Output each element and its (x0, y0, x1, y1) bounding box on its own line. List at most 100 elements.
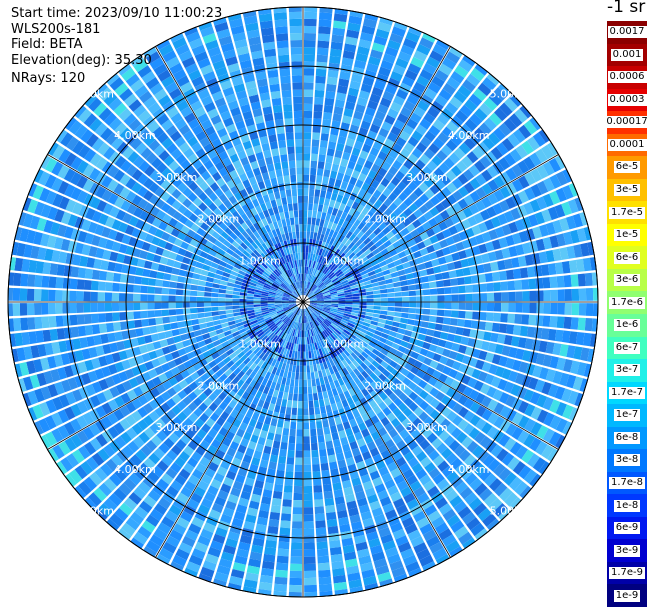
ppi-gate-cell (309, 299, 317, 301)
ppi-gate-cell (396, 373, 406, 382)
ppi-gate-cell (88, 97, 102, 112)
ppi-gate-cell (308, 336, 312, 344)
ppi-gate-cell (47, 356, 57, 369)
ppi-gate-cell (347, 322, 355, 328)
ppi-gate-cell (218, 443, 229, 454)
ppi-gate-cell (408, 192, 419, 203)
ppi-gate-cell (36, 217, 47, 232)
ppi-gate-cell (570, 360, 580, 375)
ppi-gate-cell (212, 422, 222, 433)
ppi-gate-cell (475, 234, 485, 245)
ppi-gate-cell (291, 535, 303, 543)
ppi-gate-cell (239, 302, 247, 306)
ppi-gate-cell (82, 179, 95, 192)
ppi-gate-cell (312, 285, 318, 292)
ppi-gate-cell (356, 279, 364, 285)
ppi-gate-cell (245, 185, 254, 195)
ppi-gate-cell (398, 382, 408, 392)
ppi-gate-cell (109, 251, 119, 262)
ppi-gate-cell (282, 282, 288, 288)
ppi-gate-cell (306, 238, 310, 246)
ppi-gate-cell (311, 457, 320, 465)
ppi-gate-cell (316, 295, 324, 299)
ppi-gate-cell (393, 197, 403, 207)
ppi-gate-cell (483, 493, 498, 507)
ppi-gate-cell (152, 254, 162, 263)
ppi-gate-cell (314, 506, 325, 515)
ppi-gate-cell (267, 207, 275, 216)
ppi-gate-cell (112, 282, 120, 292)
ppi-gate-cell (237, 127, 248, 137)
ppi-gate-cell (298, 252, 301, 260)
ppi-gate-cell (426, 244, 435, 254)
ppi-gate-cell (422, 62, 437, 75)
ppi-gate-cell (488, 92, 503, 106)
ppi-gate-cell (427, 81, 441, 94)
ppi-gate-cell (487, 412, 499, 425)
ppi-gate-cell (306, 281, 309, 289)
ppi-gate-cell (154, 287, 163, 294)
ppi-gate-cell (60, 132, 74, 147)
ppi-gate-cell (209, 412, 220, 422)
ppi-gate-cell (341, 196, 349, 205)
ppi-gate-cell (281, 264, 287, 272)
ppi-gate-cell (165, 467, 178, 479)
ppi-gate-cell (218, 306, 226, 311)
ppi-gate-cell (338, 295, 346, 299)
ppi-gate-cell (345, 36, 358, 46)
ppi-gate-cell (152, 341, 162, 350)
ppi-gate-cell (410, 229, 420, 238)
ppi-gate-cell (278, 412, 285, 421)
ppi-gate-cell (218, 297, 226, 302)
ppi-gate-cell (70, 266, 80, 278)
ppi-gate-cell (435, 202, 446, 213)
ppi-gate-cell (293, 275, 297, 283)
ppi-gate-cell (290, 357, 294, 365)
ppi-gate-cell (473, 127, 487, 141)
ppi-gate-cell (293, 210, 299, 218)
ppi-gate-cell (180, 354, 190, 363)
ppi-gate-cell (355, 179, 364, 189)
ppi-gate-cell (254, 308, 262, 313)
ppi-gate-cell (161, 75, 175, 88)
ppi-gate-cell (471, 245, 481, 256)
ppi-gate-cell (275, 397, 282, 406)
ppi-gate-cell (345, 306, 353, 310)
ppi-gate-cell (388, 165, 399, 176)
ppi-gate-cell (429, 309, 438, 316)
ppi-gate-cell (547, 383, 559, 398)
ppi-gate-cell (47, 383, 59, 398)
range-ring-label: 2.00km (364, 379, 406, 392)
ppi-gate-cell (403, 197, 414, 207)
ppi-gate-cell (535, 441, 548, 456)
ppi-gate-cell (105, 376, 116, 388)
ppi-gate-cell (275, 562, 289, 571)
ppi-gate-cell (198, 317, 206, 324)
ppi-gate-cell (262, 401, 270, 410)
ppi-gate-cell (314, 319, 320, 326)
ppi-gate-cell (434, 497, 448, 510)
ppi-gate-cell (213, 217, 223, 226)
ppi-gate-cell (282, 97, 292, 105)
colorbar-tick-label: 1e-5 (613, 229, 641, 242)
ppi-gate-cell (401, 418, 412, 429)
ppi-gate-cell (330, 306, 338, 310)
ppi-gate-cell (521, 140, 534, 155)
ppi-gate-cell (567, 199, 579, 214)
ppi-gate-cell (225, 123, 237, 134)
ppi-gate-cell (80, 129, 94, 143)
ppi-gate-cell (305, 308, 310, 315)
ppi-gate-cell (108, 151, 121, 164)
ppi-gate-cell (187, 401, 198, 412)
ppi-gate-cell (270, 313, 278, 318)
ppi-gate-cell (248, 403, 257, 412)
ppi-gate-cell (126, 164, 138, 177)
ppi-gate-cell (316, 341, 321, 350)
ppi-gate-cell (264, 232, 271, 241)
ppi-gate-cell (124, 224, 135, 236)
ppi-gate-cell (289, 297, 297, 300)
ppi-gate-cell (292, 365, 297, 373)
ppi-gate-cell (271, 237, 277, 246)
ppi-gate-cell (370, 179, 380, 189)
ppi-gate-cell (359, 270, 368, 276)
